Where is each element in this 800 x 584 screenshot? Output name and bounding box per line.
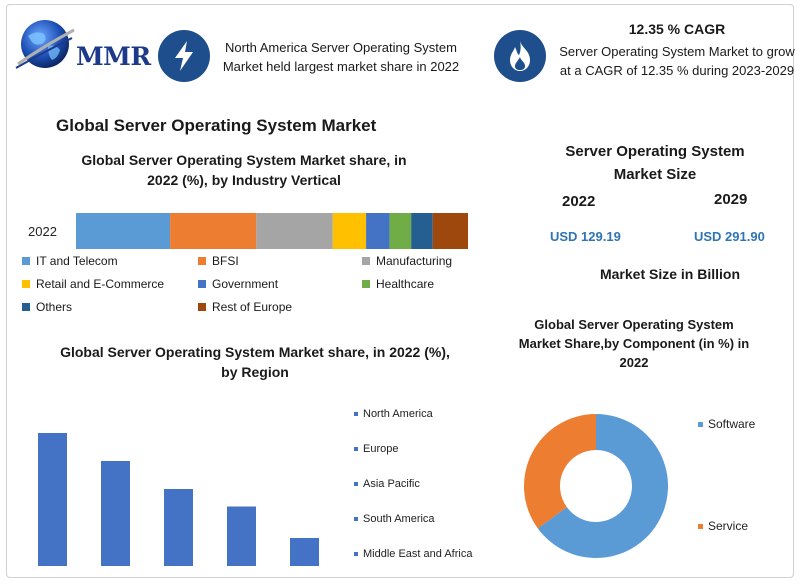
region-bar-europe: [101, 461, 130, 566]
donut-legend-label: Software: [708, 417, 756, 431]
legend-item: Rest of Europe: [198, 300, 292, 314]
component-chart: Software Service: [524, 414, 756, 558]
region-chart-title: Global Server Operating System Market sh…: [60, 344, 450, 380]
legend-label: Manufacturing: [376, 254, 453, 268]
legend-swatch: [22, 257, 30, 265]
region-chart: North America Europe Asia Pacific South Ame…: [38, 408, 473, 566]
region-bar-south-america: [227, 506, 256, 566]
region-legend-label: Europe: [363, 443, 398, 455]
region-legend-label: Asia Pacific: [363, 478, 420, 490]
region-legend-label: North America: [363, 408, 434, 420]
legend-item: Others: [22, 300, 72, 314]
stacked-bar-segment-government: [366, 213, 390, 249]
flame-badge: [494, 30, 546, 82]
donut-legend-marker: [698, 422, 703, 427]
legend-swatch: [362, 257, 370, 265]
stacked-bar-segment-others: [411, 213, 433, 249]
main-title: Global Server Operating System Market: [56, 116, 377, 135]
legend-item: Government: [198, 277, 278, 291]
legend-label: Healthcare: [376, 277, 435, 291]
region-bar-north-america: [38, 433, 67, 566]
legend-item: BFSI: [198, 254, 239, 268]
region-legend-label: Middle East and Africa: [363, 548, 473, 560]
stacked-bar-segment-rest-of-europe: [432, 213, 468, 249]
legend-label: Rest of Europe: [212, 300, 293, 314]
flame-icon: [510, 41, 530, 71]
industry-chart-title: Global Server Operating System Market sh…: [81, 152, 407, 188]
infographic-frame: [6, 4, 794, 578]
industry-legend: IT and Telecom BFSI Manufacturing Retail an…: [22, 254, 482, 324]
legend-swatch: [22, 303, 30, 311]
region-legend-marker: [354, 447, 358, 451]
mmr-logo: MMR: [14, 16, 164, 80]
market-size-title: Server Operating System Market Size: [565, 143, 745, 183]
stacked-bar-segment-it-and-telecom: [76, 213, 171, 249]
stacked-bar-segment-bfsi: [170, 213, 257, 249]
region-legend-label: South America: [363, 513, 435, 525]
region-bar-middle-east-and-africa: [290, 538, 319, 566]
legend-item: Manufacturing: [362, 254, 452, 268]
industry-chart: 2022: [28, 213, 468, 249]
region-legend-marker: [354, 552, 358, 556]
region-legend-marker: [354, 482, 358, 486]
industry-category-label: 2022: [28, 224, 57, 239]
cagr-note: Server Operating System Market to grow a…: [559, 44, 795, 78]
market-value-2022: USD 129.19: [550, 229, 621, 244]
legend-item: IT and Telecom: [22, 254, 118, 268]
stacked-bar-segment-manufacturing: [256, 213, 333, 249]
market-year-2022: 2022: [562, 193, 596, 210]
legend-label: Government: [212, 277, 279, 291]
component-chart-title: Global Server Operating System Market Sh…: [518, 317, 750, 370]
region-legend-marker: [354, 517, 358, 521]
region-bar-asia-pacific: [164, 489, 193, 566]
market-year-2029: 2029: [714, 191, 748, 208]
donut-legend-marker: [698, 524, 703, 529]
donut-slice-service: [524, 414, 596, 529]
legend-item: Healthcare: [362, 277, 434, 291]
legend-swatch: [198, 303, 206, 311]
legend-label: IT and Telecom: [36, 254, 118, 268]
lightning-icon: [175, 41, 193, 71]
market-value-2029: USD 291.90: [694, 229, 765, 244]
legend-swatch: [362, 280, 370, 288]
legend-label: Retail and E-Commerce: [36, 277, 165, 291]
cagr-title: 12.35 % CAGR: [628, 21, 726, 37]
legend-swatch: [198, 257, 206, 265]
legend-item: Retail and E-Commerce: [22, 277, 164, 291]
market-size-unit: Market Size in Billion: [599, 266, 741, 282]
stacked-bar-segment-healthcare: [389, 213, 412, 249]
region-legend-marker: [354, 412, 358, 416]
lightning-badge: [158, 30, 210, 82]
donut-legend-label: Service: [708, 519, 748, 533]
globe-icon: [15, 20, 75, 69]
legend-swatch: [198, 280, 206, 288]
legend-label: Others: [36, 300, 73, 314]
legend-label: BFSI: [212, 254, 239, 268]
stacked-bar-segment-retail-and-e-commerce: [332, 213, 367, 249]
north-america-note: North America Server Operating System Ma…: [222, 40, 460, 74]
logo-text: MMR: [76, 42, 151, 71]
donut-slice-software: [537, 414, 668, 558]
legend-swatch: [22, 280, 30, 288]
